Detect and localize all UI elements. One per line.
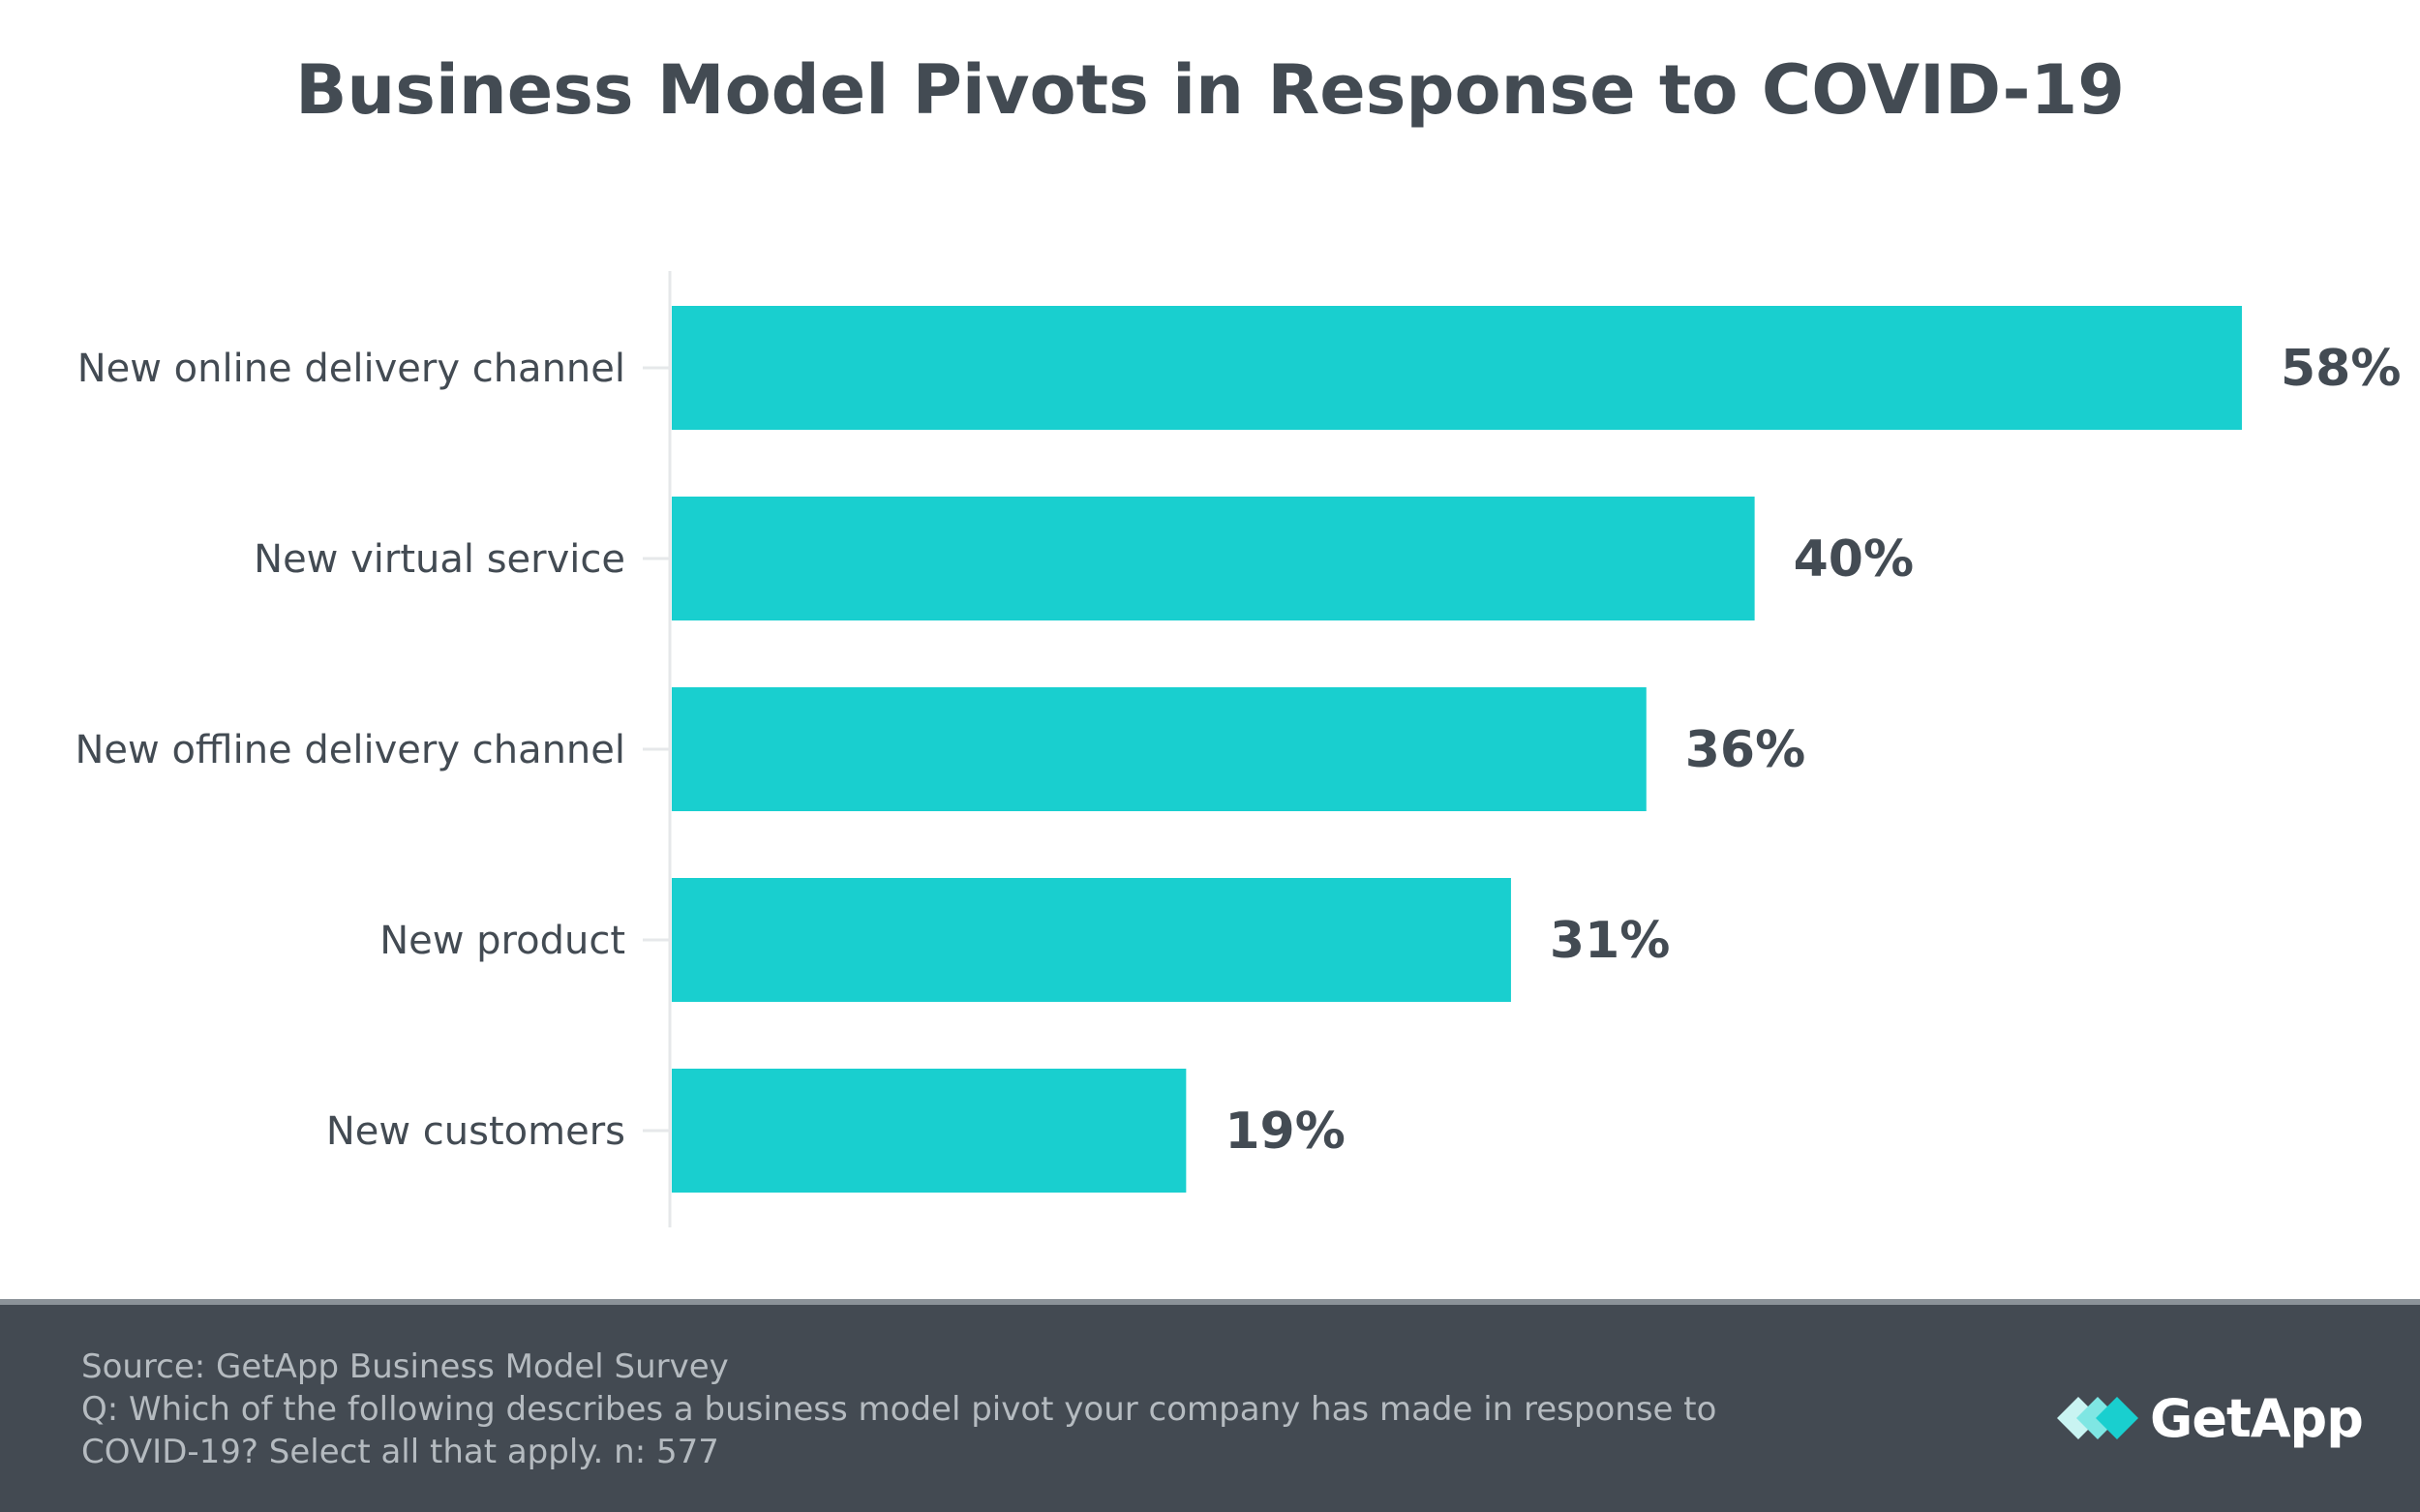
source-note: Source: GetApp Business Model Survey — [81, 1347, 729, 1386]
category-label: New offline delivery channel — [75, 728, 625, 772]
data-label: 36% — [1685, 721, 1805, 779]
bar — [672, 1069, 1187, 1193]
data-label: 58% — [2281, 340, 2401, 398]
bar — [672, 497, 1755, 620]
bar — [672, 878, 1511, 1002]
data-label: 31% — [1550, 912, 1670, 970]
survey-question-line-1: Q: Which of the following describes a bu… — [81, 1390, 1717, 1429]
bars-group: New online delivery channel 58% New virtua… — [75, 306, 2401, 1193]
footer: Source: GetApp Business Model Survey Q: … — [0, 1305, 2420, 1512]
getapp-logo: GetApp — [2057, 1384, 2364, 1452]
category-label: New online delivery channel — [77, 347, 625, 391]
bar — [672, 306, 2242, 430]
category-label: New product — [379, 919, 625, 963]
bar-chart: New online delivery channel 58% New virtua… — [75, 271, 2401, 1227]
footer-divider — [0, 1299, 2420, 1305]
data-label: 40% — [1794, 530, 1914, 589]
getapp-logo-icon — [2057, 1397, 2138, 1439]
bar — [672, 687, 1647, 811]
data-label: 19% — [1225, 1103, 1345, 1161]
survey-question-line-2: COVID-19? Select all that apply. n: 577 — [81, 1433, 719, 1471]
logo-wordmark: GetApp — [2150, 1387, 2364, 1449]
category-label: New virtual service — [254, 537, 625, 582]
chart-title: Business Model Pivots in Response to COV… — [295, 50, 2125, 130]
category-label: New customers — [326, 1109, 625, 1154]
footer-text: Source: GetApp Business Model Survey Q: … — [81, 1346, 1824, 1473]
